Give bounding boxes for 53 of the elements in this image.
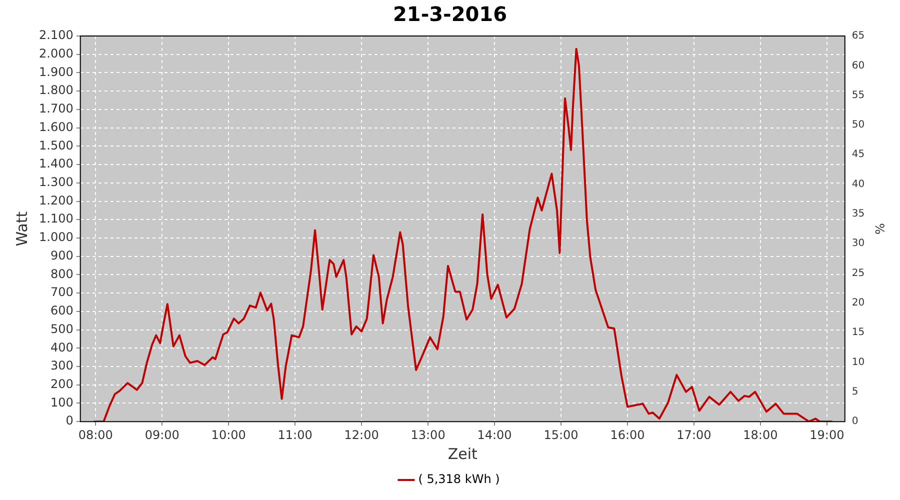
legend-label: ( 5,318 kWh )	[418, 472, 500, 486]
y-tick-label: 1.500	[38, 138, 74, 152]
y2-tick-label: 0	[852, 416, 858, 428]
y-tick-label: 1.600	[38, 120, 74, 134]
y-tick-label: 600	[50, 304, 74, 318]
y-tick-label: 300	[50, 358, 74, 373]
x-tick-label: 12:00	[344, 428, 379, 442]
y2-tick-label: 45	[852, 149, 865, 160]
x-tick-label: 15:00	[544, 428, 578, 442]
y-tick-label: 2.100	[38, 28, 74, 42]
x-tick-label: 10:00	[211, 428, 246, 442]
y-axis-title: Watt	[12, 211, 31, 246]
y-tick-label: 1.200	[38, 193, 74, 208]
y-tick-label: 1.000	[38, 230, 74, 244]
y2-axis-title: %	[872, 223, 887, 235]
y-tick-label: 1.100	[38, 212, 74, 226]
y-tick-label: 400	[50, 340, 74, 354]
chart-title: 21-3-2016	[392, 2, 508, 26]
y-tick-label: 700	[50, 285, 74, 300]
x-tick-label: 16:00	[610, 428, 645, 442]
y2-tick-label: 20	[852, 298, 865, 309]
y2-tick-label: 25	[852, 268, 865, 279]
y-tick-label: 1.800	[38, 83, 74, 98]
y-tick-label: 1.400	[38, 156, 74, 171]
y-tick-label: 800	[50, 266, 74, 281]
x-tick-label: 13:00	[410, 428, 446, 442]
y2-tick-label: 10	[852, 356, 865, 368]
y2-tick-label: 5	[852, 386, 858, 398]
y2-tick-label: 55	[852, 90, 865, 101]
x-tick-label: 08:00	[78, 428, 113, 442]
y2-tick-label: 35	[852, 208, 865, 220]
y-tick-label: 0	[66, 414, 74, 428]
x-tick-label: 18:00	[743, 428, 778, 442]
y-tick-label: 500	[50, 322, 74, 336]
y-tick-label: 1.300	[38, 175, 74, 190]
y2-tick-label: 65	[852, 30, 865, 42]
y-tick-label: 1.700	[38, 102, 74, 116]
x-axis-title: Zeit	[448, 444, 478, 463]
y-tick-label: 2.000	[38, 46, 74, 60]
y2-tick-label: 15	[852, 327, 865, 338]
y-tick-label: 900	[50, 248, 74, 262]
y-tick-label: 200	[50, 377, 74, 391]
y2-tick-label: 40	[852, 178, 865, 190]
y2-tick-label: 60	[852, 60, 865, 72]
x-tick-label: 17:00	[676, 428, 712, 442]
x-tick-label: 14:00	[477, 428, 512, 442]
y-tick-label: 1.900	[38, 64, 74, 79]
y-tick-label: 100	[50, 395, 74, 410]
x-tick-label: 19:00	[810, 428, 844, 442]
x-tick-label: 09:00	[144, 428, 180, 442]
y2-tick-label: 50	[852, 120, 865, 131]
y2-tick-label: 30	[852, 238, 865, 250]
x-tick-label: 11:00	[278, 428, 312, 442]
